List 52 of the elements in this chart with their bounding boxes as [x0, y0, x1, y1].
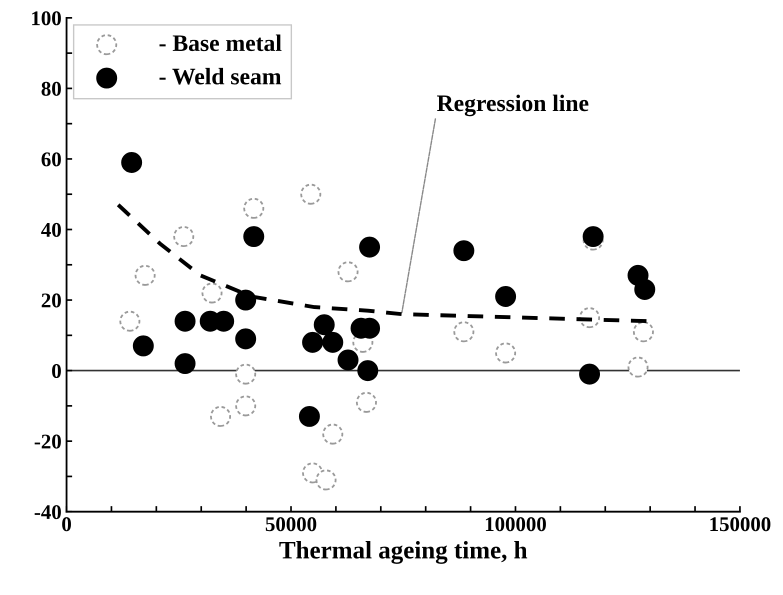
point: [338, 261, 359, 282]
point: [579, 364, 600, 385]
legend-label: - Weld seam: [160, 68, 282, 85]
y-tick-label: 100: [32, 11, 61, 26]
point: [243, 198, 264, 219]
y-tick-label: -40: [34, 505, 61, 520]
point: [300, 184, 322, 205]
y-tick-label: 20: [42, 293, 61, 308]
point: [243, 226, 264, 248]
point: [628, 356, 649, 378]
point: [322, 424, 344, 445]
point: [235, 395, 256, 416]
point: [582, 226, 604, 248]
point: [174, 353, 196, 374]
point: [322, 332, 344, 353]
point: [119, 310, 140, 332]
y-tick-label: 40: [41, 222, 61, 237]
point: [495, 286, 516, 307]
point: [174, 310, 196, 332]
legend-label: - Base metal: [160, 34, 282, 52]
x-tick-label: 50000: [266, 517, 316, 532]
y-tick-label: -20: [34, 434, 61, 449]
x-tick-label: 150000: [710, 517, 770, 532]
x-tick-label: 100000: [486, 517, 546, 532]
point: [235, 364, 256, 385]
point: [495, 342, 516, 364]
point: [634, 278, 656, 300]
x-tick-label: 0: [62, 517, 71, 532]
point: [453, 321, 474, 342]
point: [173, 226, 194, 248]
point: [357, 360, 378, 382]
point: [359, 236, 380, 258]
point: [235, 328, 256, 350]
x-axis-title: Thermal ageing time, h: [279, 541, 528, 564]
point: [298, 406, 320, 427]
y-tick-label: 0: [52, 364, 61, 378]
point: [202, 282, 222, 304]
annotation: Regression line: [437, 94, 588, 116]
point: [134, 264, 156, 286]
y-tick-label: 80: [42, 82, 61, 96]
point: [453, 240, 474, 262]
y-tick-label: 60: [42, 152, 61, 166]
point: [121, 152, 142, 173]
point: [235, 290, 256, 311]
point: [632, 321, 654, 342]
point: [210, 406, 232, 427]
point: [132, 335, 154, 356]
point: [338, 350, 359, 370]
point: [356, 392, 377, 413]
point: [316, 469, 337, 490]
point: [302, 332, 324, 353]
point: [314, 314, 335, 336]
